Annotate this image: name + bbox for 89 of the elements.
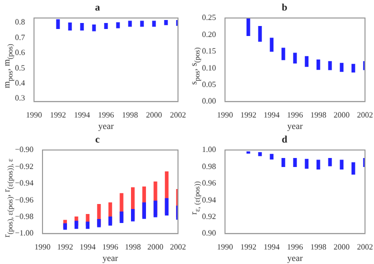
- bar: [328, 158, 332, 166]
- y-tick-label: 0.8: [15, 18, 25, 27]
- x-tick-label: 1998: [124, 242, 141, 252]
- y-tick-label: 0.15: [202, 46, 216, 56]
- bar: [108, 216, 112, 226]
- bar: [131, 209, 135, 222]
- bar: [270, 154, 274, 160]
- bar: [164, 198, 169, 216]
- x-tick-label: 1996: [102, 242, 118, 252]
- bar: [86, 222, 90, 229]
- bar: [154, 200, 158, 218]
- y-tick-label: 0.05: [202, 80, 216, 89]
- x-tick-label: 2000: [334, 242, 350, 252]
- chart-title: a: [95, 2, 100, 14]
- bar: [304, 158, 308, 169]
- y-tick-label: 0.00: [202, 96, 216, 106]
- x-tick-label: 1992: [240, 242, 256, 252]
- x-tick-label: 2000: [146, 110, 162, 120]
- y-tick-label: 0.90: [202, 228, 216, 238]
- y-tick-label: 1.00: [202, 145, 216, 154]
- x-tick-label: 1998: [310, 242, 326, 252]
- bar: [328, 61, 332, 70]
- bar: [74, 220, 78, 229]
- y-tick-label: −0.94: [14, 178, 34, 188]
- bar: [270, 38, 274, 52]
- x-tick-label: 1990: [217, 110, 233, 120]
- x-tick-label: 1992: [57, 242, 74, 252]
- y-tick-label: −0.90: [14, 145, 34, 154]
- x-tick-label: 1998: [122, 110, 138, 120]
- x-axis-title: year: [287, 252, 303, 263]
- x-tick-label: 2002: [357, 110, 373, 120]
- x-axis-title: year: [102, 252, 118, 263]
- x-tick-label: 2000: [147, 242, 164, 252]
- x-tick-label: 2002: [170, 110, 186, 120]
- bar: [142, 202, 146, 219]
- y-tick-label: 0.92: [202, 212, 216, 221]
- y-tick-label: 0.6: [15, 48, 25, 58]
- bar: [340, 62, 344, 72]
- y-tick-label: 0.98: [202, 162, 216, 171]
- chart-title: b: [282, 2, 288, 14]
- x-tick-label: 1996: [287, 110, 303, 120]
- bar: [246, 18, 250, 36]
- y-tick-label: 0.20: [202, 30, 216, 39]
- bar: [316, 59, 320, 70]
- bar: [282, 158, 286, 168]
- x-axis-title: year: [98, 120, 114, 131]
- x-tick-label: 1996: [287, 242, 303, 252]
- x-tick-label: 1996: [98, 110, 114, 120]
- bar: [352, 64, 356, 73]
- y-tick-label: 0.94: [202, 195, 216, 204]
- bar: [258, 26, 262, 42]
- bar: [258, 152, 262, 156]
- x-tick-label: 1990: [34, 242, 51, 252]
- bar: [352, 162, 356, 175]
- y-tick-label: 0.3: [15, 94, 25, 103]
- x-tick-label: 1998: [310, 110, 326, 120]
- y-tick-label: 0.4: [15, 78, 25, 88]
- x-tick-label: 1994: [80, 242, 96, 252]
- y-tick-label: −1.00: [14, 228, 34, 238]
- bar: [293, 52, 297, 64]
- y-tick-label: −0.98: [14, 212, 34, 221]
- y-tick-label: 0.96: [202, 178, 216, 188]
- x-tick-label: 2002: [357, 242, 373, 252]
- bar: [97, 219, 101, 228]
- y-tick-label: 0.7: [15, 32, 25, 42]
- bar: [63, 223, 67, 230]
- x-tick-label: 1994: [264, 110, 280, 120]
- x-tick-label: 2002: [170, 242, 186, 252]
- x-tick-label: 1990: [217, 242, 233, 252]
- x-tick-label: 1994: [264, 242, 280, 252]
- x-tick-label: 1992: [240, 110, 256, 120]
- bar: [316, 160, 320, 170]
- x-tick-label: 2000: [334, 110, 350, 120]
- y-tick-label: 0.5: [15, 63, 25, 72]
- bar: [340, 160, 344, 170]
- bar: [293, 158, 297, 168]
- y-tick-label: 0.10: [202, 63, 216, 72]
- bar: [120, 212, 124, 224]
- y-tick-label: 0.25: [202, 13, 216, 22]
- y-tick-label: −0.92: [14, 162, 34, 171]
- y-tick-label: −0.96: [14, 195, 34, 204]
- x-tick-label: 1994: [74, 110, 90, 120]
- chart-title: d: [282, 134, 288, 146]
- x-tick-label: 1990: [26, 110, 42, 120]
- bar: [282, 48, 286, 60]
- x-axis-title: year: [287, 120, 303, 131]
- bar: [304, 56, 308, 67]
- chart-title: c: [95, 134, 100, 146]
- x-tick-label: 1992: [50, 110, 66, 120]
